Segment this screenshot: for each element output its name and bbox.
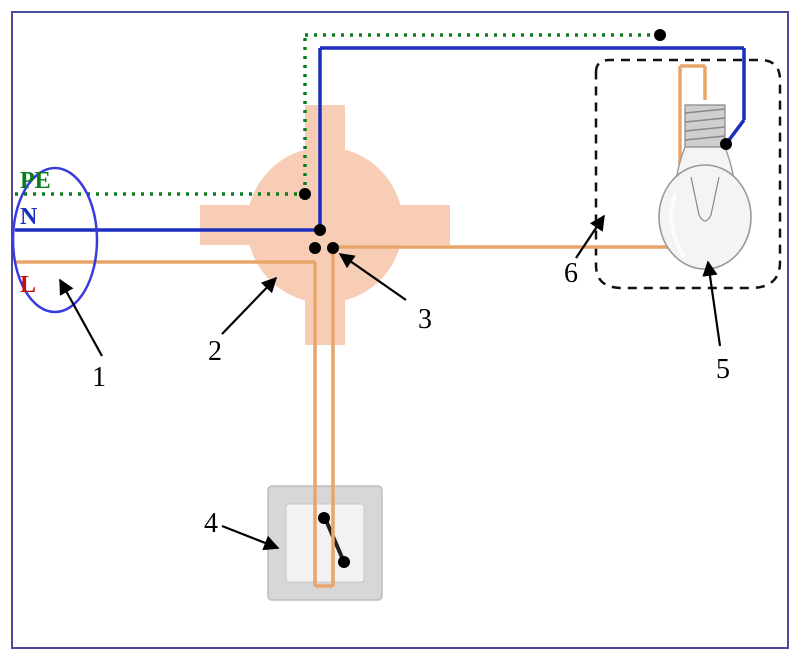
annotation-label-5: 5	[716, 354, 730, 385]
annotation-label-1: 1	[92, 362, 106, 393]
annotation-label-4: 4	[204, 508, 218, 539]
source-label-pe: PE	[20, 168, 51, 194]
source-label-n: N	[20, 204, 38, 230]
annotation-label-6: 6	[564, 258, 578, 289]
annotation-label-3: 3	[418, 304, 432, 335]
switch-box	[268, 486, 382, 600]
annotation-label-2: 2	[208, 336, 222, 367]
source-label-l: L	[20, 272, 36, 298]
